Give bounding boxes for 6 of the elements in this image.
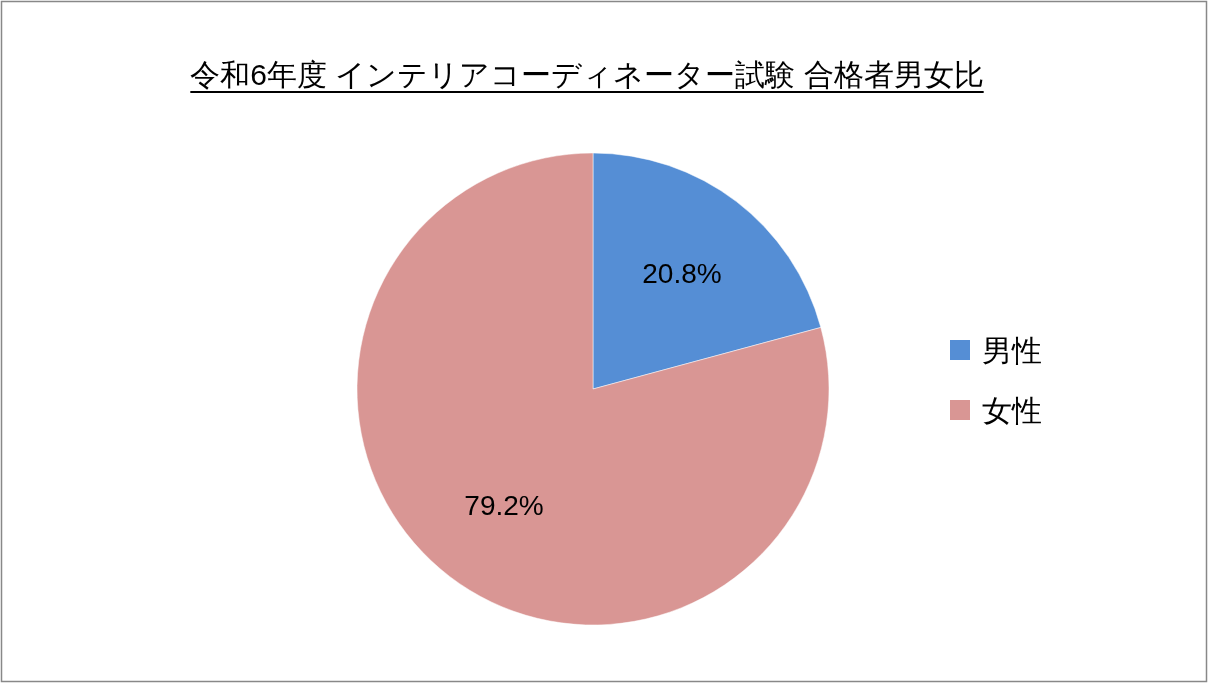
data-label: 20.8% [642, 257, 722, 289]
pie-slice [356, 152, 830, 625]
legend-label: 女性 [982, 394, 1042, 427]
legend-label: 男性 [982, 334, 1042, 367]
chart-title: 令和6年度 インテリアコーディネーター試験 合格者男女比 [190, 58, 984, 91]
data-label: 79.2% [464, 490, 544, 522]
